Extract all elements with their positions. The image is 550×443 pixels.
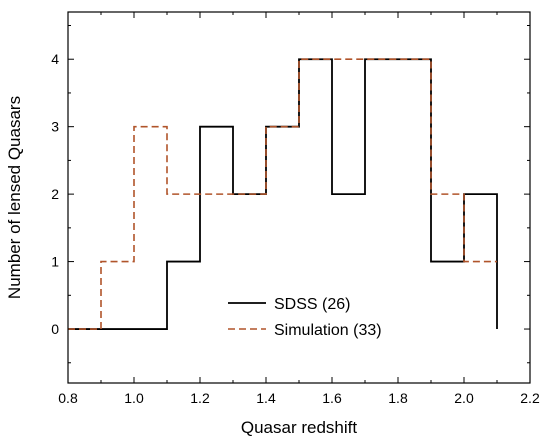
y-tick-labels: 0 1 2 3 4 (51, 51, 59, 337)
x-tick-label-2: 1.2 (190, 390, 210, 406)
x-tick-label-7: 2.2 (520, 390, 540, 406)
x-tick-label-6: 2.0 (454, 390, 474, 406)
legend-label-sdss: SDSS (26) (274, 296, 350, 313)
y-tick-label-0: 0 (51, 321, 59, 337)
y-tick-label-4: 4 (51, 51, 59, 67)
x-tick-label-1: 1.0 (124, 390, 144, 406)
x-tick-label-0: 0.8 (58, 390, 78, 406)
y-tick-label-1: 1 (51, 254, 59, 270)
x-tick-label-4: 1.6 (322, 390, 342, 406)
y-tick-label-2: 2 (51, 186, 59, 202)
legend: SDSS (26) Simulation (33) (228, 296, 382, 339)
x-tick-label-3: 1.4 (256, 390, 276, 406)
x-axis-label: Quasar redshift (241, 418, 357, 437)
y-axis-label: Number of lensed Quasars (5, 96, 24, 299)
plot-frame (67, 11, 531, 384)
series-line-simulation (68, 58, 497, 330)
x-tick-labels: 0.8 1.0 1.2 1.4 1.6 1.8 2.0 2.2 (58, 390, 540, 406)
x-tick-label-5: 1.8 (388, 390, 408, 406)
series-layer (68, 58, 498, 330)
legend-label-simulation: Simulation (33) (274, 322, 382, 339)
series-line-sdss (68, 58, 498, 330)
y-tick-label-3: 3 (51, 119, 59, 135)
